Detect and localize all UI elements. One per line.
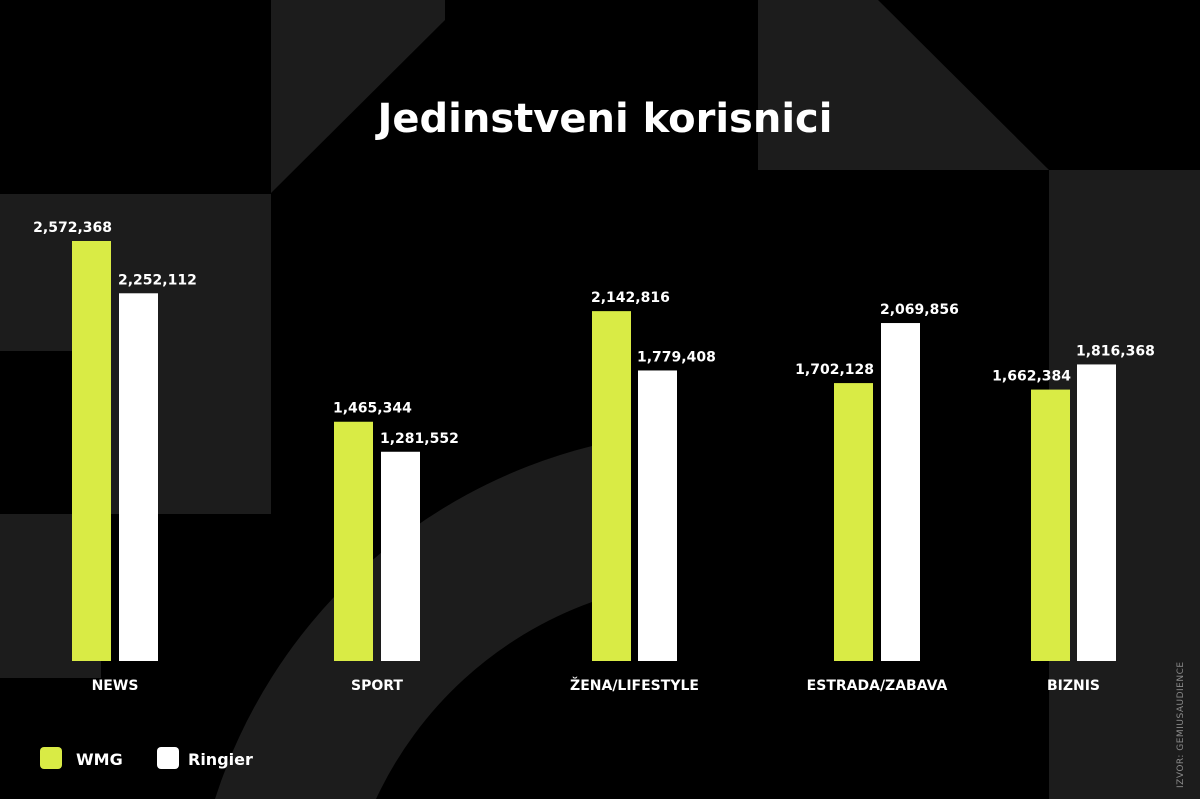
bar-ringier-1 bbox=[381, 451, 420, 661]
bar-ringier-0 bbox=[119, 293, 158, 661]
category-label-0: NEWS bbox=[92, 678, 139, 694]
bar-wmg-2 bbox=[592, 311, 631, 661]
bg-triangle-top-left bbox=[271, 0, 445, 193]
bg-rect-left-cutout bbox=[0, 351, 72, 514]
legend-swatch-wmg bbox=[40, 747, 62, 769]
bar-wmg-4 bbox=[1031, 389, 1070, 661]
bg-shape-top-right bbox=[758, 0, 1049, 170]
value-label-wmg-4: 1,662,384 bbox=[992, 369, 1071, 385]
category-label-3: ESTRADA/ZABAVA bbox=[807, 678, 948, 694]
category-label-1: SPORT bbox=[351, 678, 403, 694]
category-label-4: BIZNIS bbox=[1047, 678, 1100, 694]
bar-ringier-4 bbox=[1077, 364, 1116, 661]
value-label-wmg-3: 1,702,128 bbox=[795, 362, 874, 378]
source-note: IZVOR: GEMIUSAUDIENCE bbox=[1176, 661, 1186, 788]
value-label-ringier-0: 2,252,112 bbox=[118, 272, 197, 288]
legend-swatch-ringier bbox=[157, 747, 179, 769]
value-label-ringier-4: 1,816,368 bbox=[1076, 343, 1155, 359]
legend-label-ringier: Ringier bbox=[188, 750, 253, 769]
bar-ringier-3 bbox=[881, 323, 920, 661]
value-label-wmg-2: 2,142,816 bbox=[591, 290, 670, 306]
bar-wmg-1 bbox=[334, 421, 373, 661]
value-label-ringier-1: 1,281,552 bbox=[380, 431, 459, 447]
legend-label-wmg: WMG bbox=[76, 750, 123, 769]
legend: WMG Ringier bbox=[40, 747, 253, 769]
bar-wmg-3 bbox=[834, 383, 873, 661]
value-label-wmg-0: 2,572,368 bbox=[33, 220, 112, 236]
chart-title: Jedinstveni korisnici bbox=[375, 96, 833, 142]
category-label-2: ŽENA/LIFESTYLE bbox=[570, 677, 699, 694]
bars: 2,572,368 2,252,112 NEWS 1,465,344 1,281,552… bbox=[33, 220, 1155, 694]
value-label-ringier-2: 1,779,408 bbox=[637, 349, 716, 365]
bar-ringier-2 bbox=[638, 370, 677, 661]
bg-rect-right bbox=[1049, 170, 1200, 799]
bar-wmg-0 bbox=[72, 241, 111, 661]
value-label-ringier-3: 2,069,856 bbox=[880, 302, 959, 318]
value-label-wmg-1: 1,465,344 bbox=[333, 401, 412, 417]
